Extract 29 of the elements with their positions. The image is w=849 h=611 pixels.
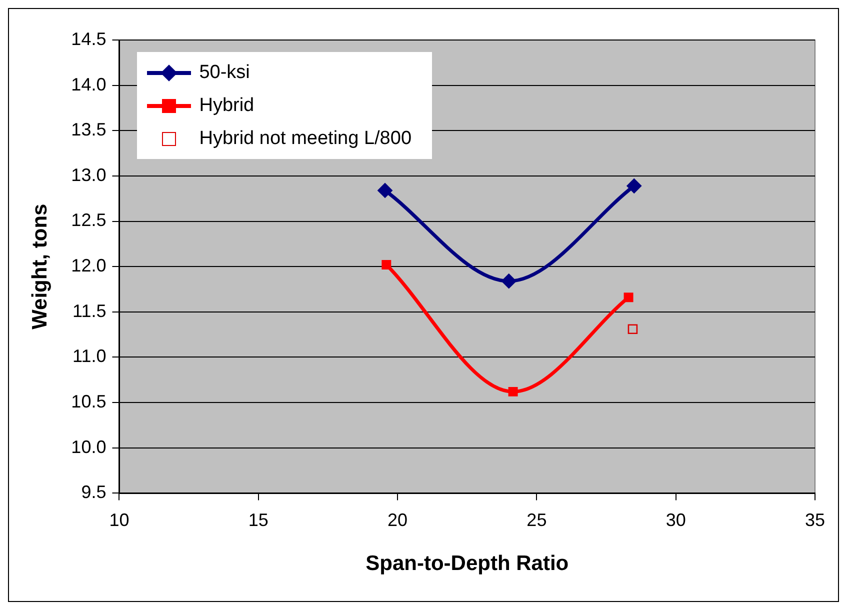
y-tick-label: 13.0 xyxy=(71,164,106,185)
x-tick-label: 20 xyxy=(388,510,408,530)
point xyxy=(624,292,634,302)
y-tick-label: 10.0 xyxy=(71,436,106,457)
x-tick-label: 15 xyxy=(248,510,268,530)
y-tick-label: 14.5 xyxy=(71,28,106,49)
y-tick-label: 11.0 xyxy=(72,346,106,366)
y-tick-label: 10.5 xyxy=(71,392,106,412)
point xyxy=(508,386,518,396)
y-tick-label: 13.5 xyxy=(71,120,106,140)
y-tick-label: 12.0 xyxy=(71,256,106,276)
x-axis-title: Span-to-Depth Ratio xyxy=(366,552,569,576)
x-tick-label: 30 xyxy=(666,510,686,530)
legend-label: Hybrid not meeting L/800 xyxy=(199,128,412,150)
y-tick-label: 11.5 xyxy=(72,300,106,321)
y-tick-label: 9.5 xyxy=(81,482,106,502)
legend-label: Hybrid xyxy=(199,94,254,116)
x-tick-label: 25 xyxy=(526,510,547,530)
point xyxy=(628,324,638,334)
point xyxy=(501,274,516,289)
x-tick-label: 10 xyxy=(109,510,130,530)
y-tick-label: 12.5 xyxy=(71,210,106,230)
x-tick-label: 35 xyxy=(804,510,826,530)
point xyxy=(378,182,393,198)
y-tick-label: 14.0 xyxy=(71,74,106,94)
y-axis-title: Weight, tons xyxy=(28,204,52,330)
point xyxy=(626,178,642,194)
legend-label: 50-ksi xyxy=(199,62,250,84)
point xyxy=(382,260,392,270)
